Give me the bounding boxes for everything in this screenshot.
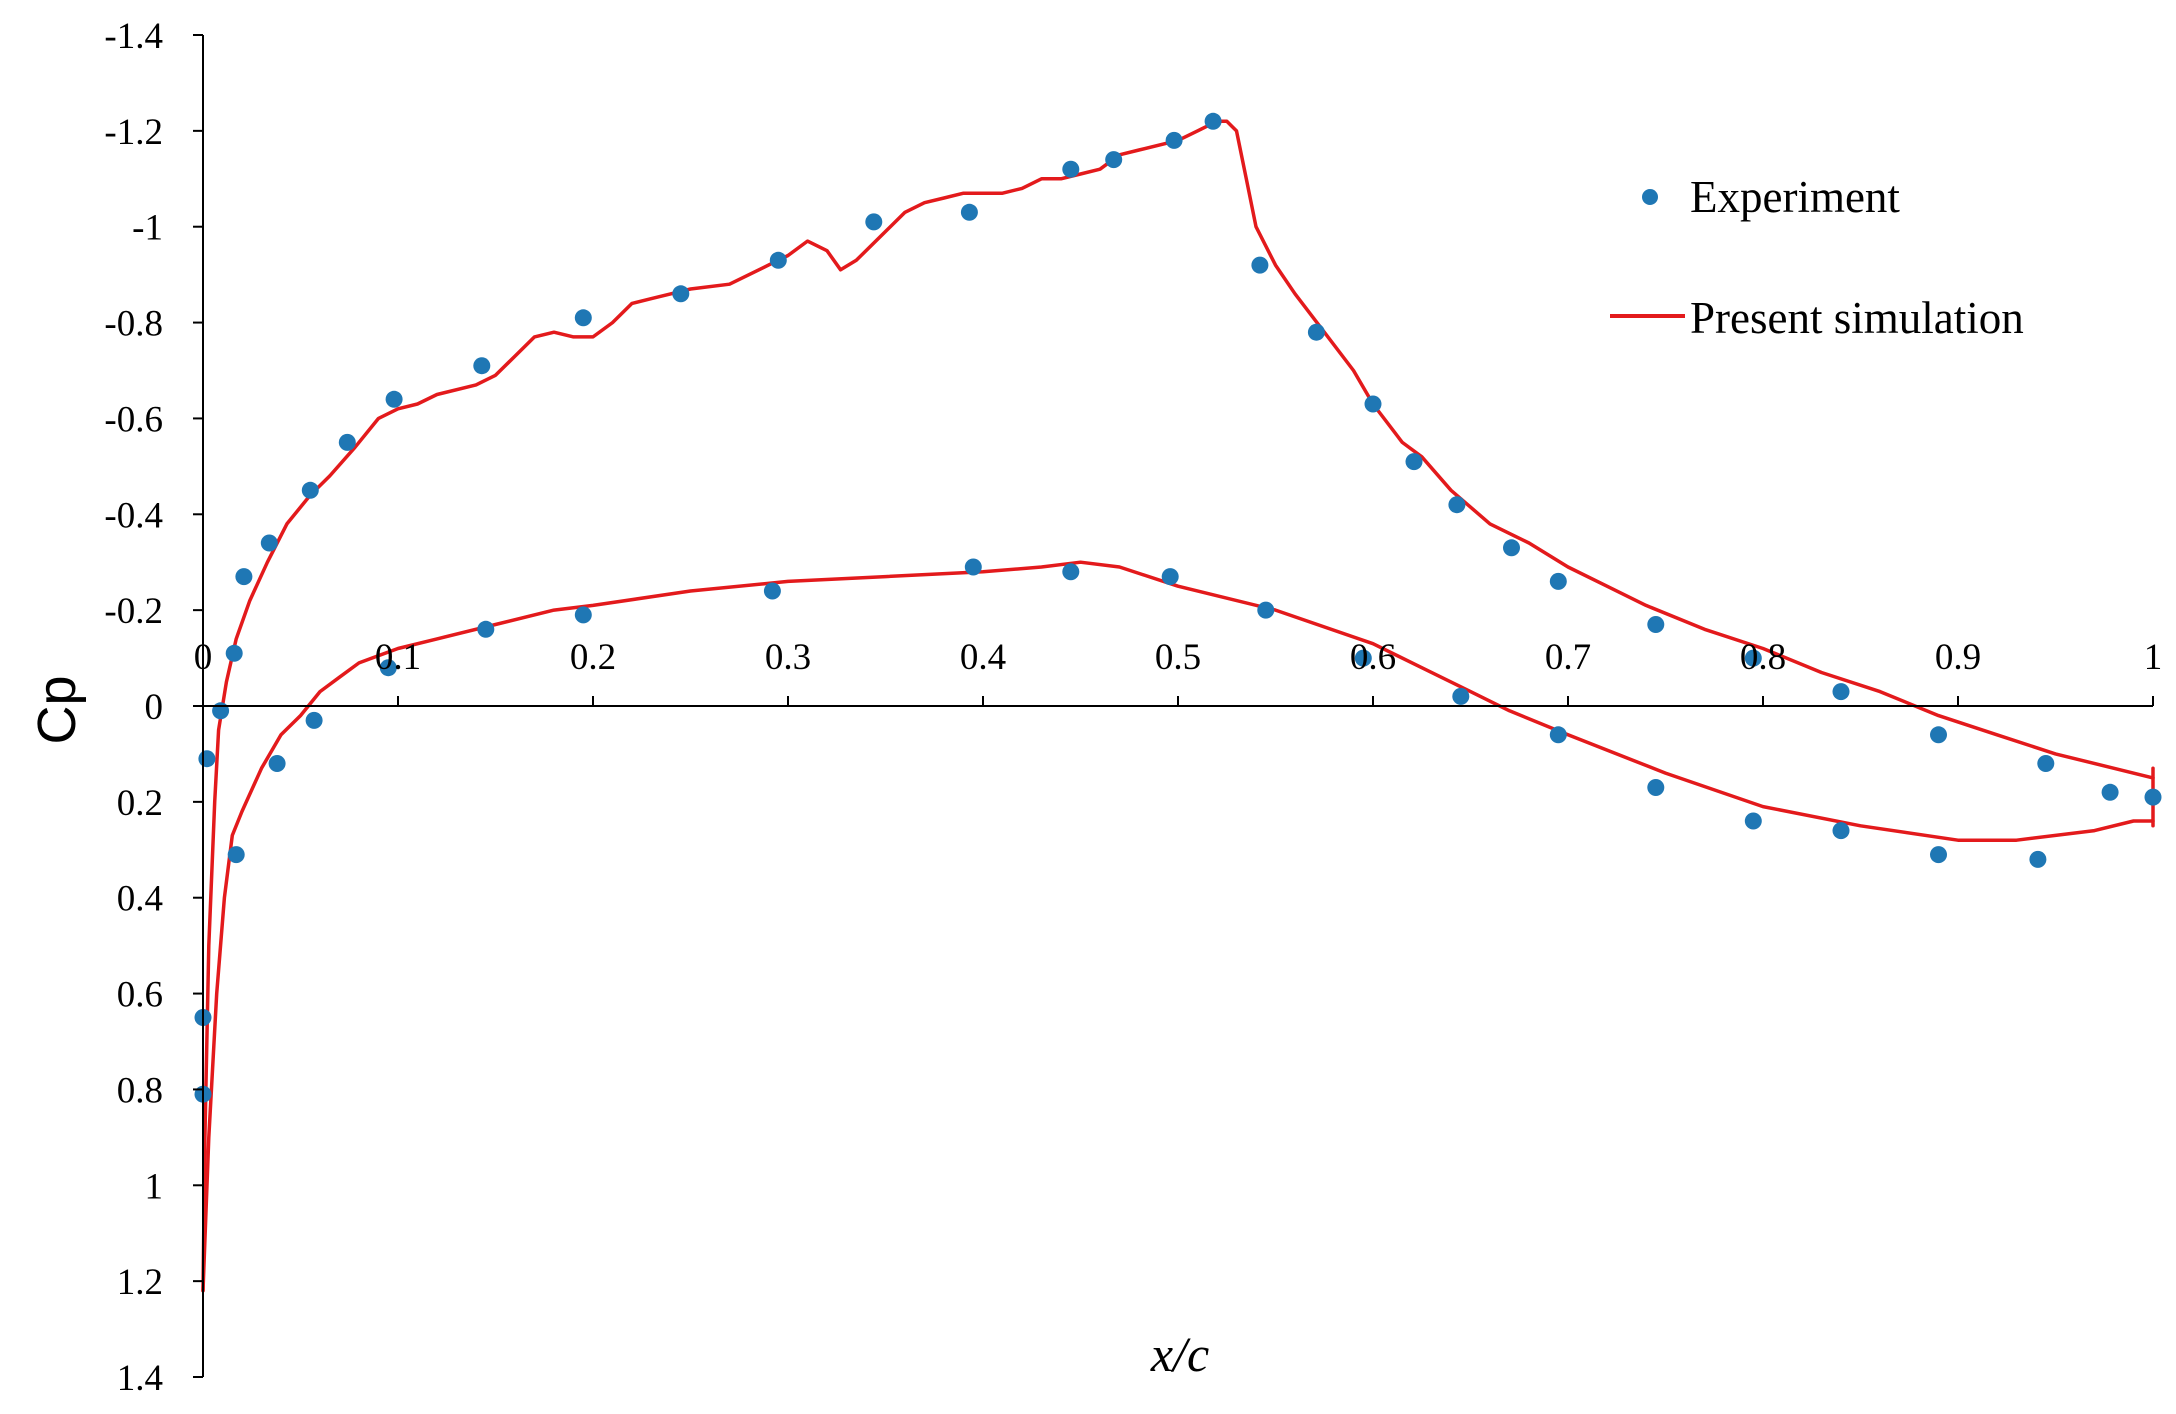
experiment-point [1257,601,1275,619]
experiment-point [301,481,319,499]
y-tick-label: -0.6 [104,399,163,440]
experiment-point [1930,846,1947,864]
y-tick-label: 0.8 [117,1070,163,1111]
x-tick-label: 1 [2144,637,2163,678]
experiment-point [865,213,883,231]
experiment-point [1364,395,1382,413]
experiment-point [1503,539,1520,557]
x-ticks: 0 0.1 0.2 0.3 0.4 0.5 0.6 0.7 0.8 0.9 1 [194,637,2163,706]
x-tick-label: 0.3 [765,637,811,678]
experiment-point [1062,160,1080,178]
plot-area: -1.4 -1.2 -1 -0.8 -0.6 -0.4 -0.2 0 0.2 0.4 0.6 0.8 1… [104,16,2162,1399]
experiment-point [2037,755,2055,772]
experiment-point [1832,683,1850,701]
x-tick-label: 0 [194,637,213,678]
experiment-point [672,285,690,303]
x-tick-label: 0.6 [1350,637,1396,678]
experiment-point [1930,726,1947,744]
y-tick-label: -1 [132,208,163,249]
experiment-point [574,309,592,327]
x-tick-label: 0.4 [960,637,1006,678]
experiment-point [477,620,495,638]
experiment-point [1307,323,1325,341]
y-tick-label: 0.4 [117,879,163,920]
experiment-point [338,433,356,451]
y-tick-label: -1.4 [104,16,163,57]
experiment-point [2144,788,2162,806]
legend-simulation-label: Present simulation [1690,293,2024,343]
experiment-point [260,534,278,552]
experiment-point [2029,850,2047,868]
experiment-point [385,390,403,408]
experiment-point [1744,812,1762,830]
y-axis-title: Cp [27,675,87,744]
experiment-point [1354,649,1372,667]
y-tick-label: 0.6 [117,975,163,1016]
experiment-point [227,846,245,864]
y-tick-label: -0.8 [104,304,163,345]
x-tick-label: 0.5 [1155,637,1201,678]
y-tick-label: -0.4 [104,495,163,536]
legend: Experiment Present simulation [1610,172,2024,343]
experiment-point [1549,572,1567,590]
experiment-point [1448,496,1466,514]
experiment-point [763,582,781,600]
experiment-point [305,711,323,729]
experiment-point [1405,453,1423,471]
x-tick-label: 0.8 [1740,637,1786,678]
experiment-point [960,203,978,221]
experiment-point [1832,822,1850,840]
simulation-curve-2 [201,560,2155,1293]
experiment-point [1744,649,1762,667]
experiment-point [1549,726,1567,744]
legend-experiment-marker [1642,189,1658,205]
experiment-point [1165,131,1183,149]
y-tick-label: 1.2 [117,1262,163,1303]
simulation-curve-1 [201,119,2155,1293]
experiment-point [198,750,216,768]
experiment-point [964,558,982,576]
y-ticks: -1.4 -1.2 -1 -0.8 -0.6 -0.4 -0.2 0 0.2 0.4 0.6 0.8 1… [104,16,203,1399]
experiment-point [1452,687,1470,705]
x-tick-label: 0.7 [1545,637,1591,678]
experiment-point [379,659,397,677]
x-tick-label: 0.9 [1935,637,1981,678]
experiment-point [212,702,230,720]
y-tick-label: 0.2 [117,783,163,824]
experiment-point [1647,616,1665,633]
experiment-point [574,606,592,624]
x-tick-label: 0.1 [375,637,421,678]
experiment-point [1251,256,1269,274]
experiment-point [2101,783,2119,801]
experiment-point [268,755,286,772]
experiment-point [1161,568,1179,586]
x-axis-title: x/c [1150,1326,1209,1382]
experiment-point [1204,112,1222,130]
y-tick-label: 0 [145,687,164,728]
experiment-points [194,112,2162,1103]
y-tick-label: -1.2 [104,112,163,153]
y-tick-label: 1 [145,1166,164,1207]
y-tick-label: -0.2 [104,591,163,632]
experiment-point [1062,563,1080,581]
y-tick-label: 1.4 [117,1358,163,1399]
experiment-point [1647,779,1665,796]
experiment-point [1105,151,1123,169]
experiment-point [769,251,787,269]
experiment-point [225,644,243,662]
experiment-point [473,357,491,375]
experiment-point [235,568,253,586]
x-tick-label: 0.2 [570,637,616,678]
legend-experiment-label: Experiment [1690,172,1900,222]
